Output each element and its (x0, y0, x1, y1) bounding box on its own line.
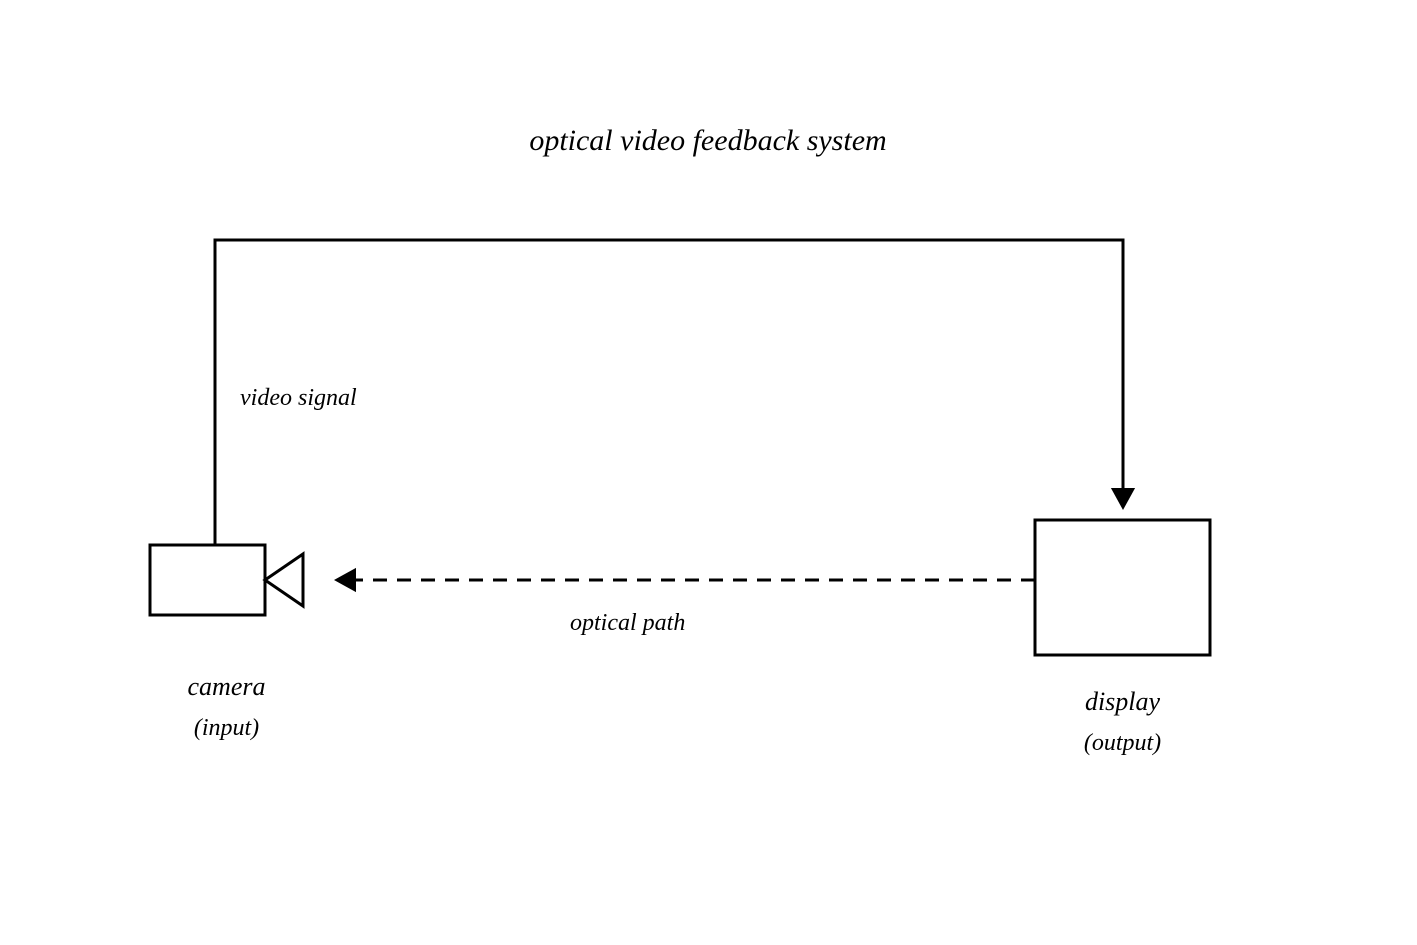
edge-video-signal: video signal (215, 240, 1135, 545)
edge-optical-path: optical path (334, 568, 1035, 636)
camera-label: camera (188, 672, 266, 701)
display-node: display (output) (1035, 520, 1210, 756)
edge-label-video-signal: video signal (240, 385, 357, 411)
edge-label-optical-path: optical path (570, 610, 685, 636)
display-label: display (1085, 687, 1161, 716)
diagram-title: optical video feedback system (529, 124, 886, 157)
camera-node: camera (input) (150, 545, 303, 741)
display-sublabel: (output) (1084, 730, 1161, 756)
feedback-diagram: optical video feedback system video sign… (0, 0, 1417, 945)
camera-sublabel: (input) (194, 715, 259, 741)
